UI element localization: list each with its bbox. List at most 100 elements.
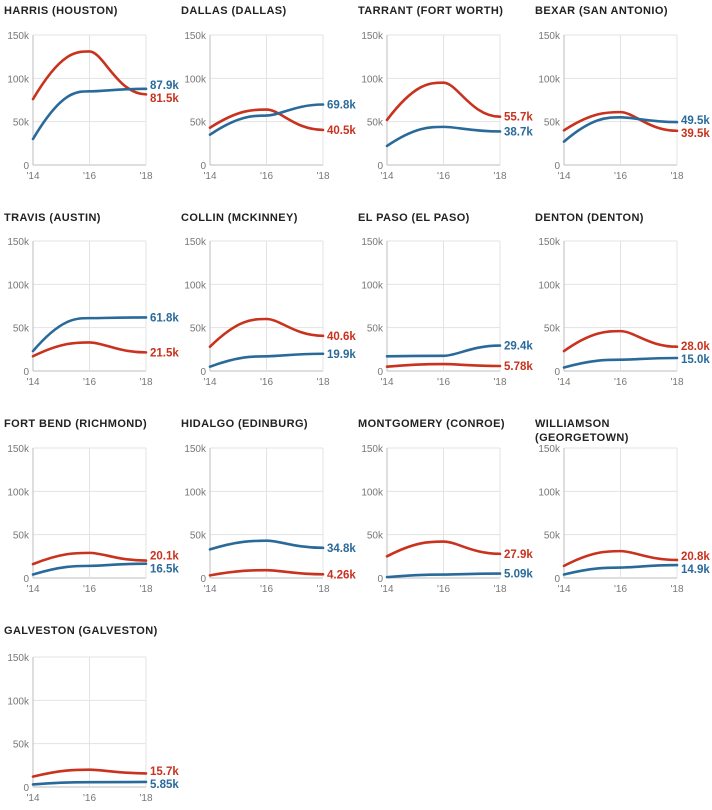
y-tick-label: 150k bbox=[538, 237, 561, 248]
series-line-blue bbox=[31, 562, 148, 576]
x-tick-label: '14 bbox=[557, 171, 570, 182]
data-label-blue: 69.8k bbox=[327, 100, 356, 112]
series-line-blue bbox=[31, 780, 148, 786]
chart-title-line: (GEORGETOWN) bbox=[535, 432, 629, 444]
y-tick-label: 150k bbox=[184, 237, 207, 248]
x-tick-label: '18 bbox=[493, 171, 506, 182]
y-tick-label: 0 bbox=[377, 367, 383, 378]
chart-panel-1: DALLAS (DALLAS) 0 50k 100k 150k '14 '16 '18 69.8… bbox=[181, 5, 356, 182]
chart-panel-4: TRAVIS (AUSTIN) 0 50k 100k 150k '14 '16 '18 61.8… bbox=[4, 212, 179, 388]
chart-title: DENTON (DENTON) bbox=[535, 212, 644, 224]
y-tick-label: 0 bbox=[200, 161, 206, 172]
x-tick-label: '16 bbox=[437, 584, 450, 595]
chart-title-line: TRAVIS (AUSTIN) bbox=[4, 212, 101, 224]
y-tick-label: 150k bbox=[7, 237, 30, 248]
y-tick-label: 50k bbox=[367, 118, 384, 129]
chart-title: COLLIN (MCKINNEY) bbox=[181, 212, 298, 224]
series-line-red bbox=[385, 362, 502, 368]
chart-panel-10: MONTGOMERY (CONROE) 0 50k 100k 150k '14 '16 '18… bbox=[358, 418, 533, 595]
x-tick-label: '16 bbox=[614, 377, 627, 388]
data-label-red: 28.0k bbox=[681, 341, 710, 353]
y-tick-label: 150k bbox=[361, 444, 384, 455]
x-tick-label: '16 bbox=[437, 171, 450, 182]
data-label-blue: 61.8k bbox=[150, 312, 179, 324]
chart-title-line: BEXAR (SAN ANTONIO) bbox=[535, 5, 668, 17]
y-tick-label: 100k bbox=[184, 280, 207, 291]
y-tick-label: 0 bbox=[200, 574, 206, 585]
y-tick-label: 0 bbox=[23, 574, 29, 585]
chart-panel-12: GALVESTON (GALVESTON) 0 50k 100k 150k '14 '16 '… bbox=[4, 625, 179, 804]
y-tick-label: 100k bbox=[538, 280, 561, 291]
chart-title-line: HARRIS (HOUSTON) bbox=[4, 5, 118, 17]
data-label-blue: 14.9k bbox=[681, 564, 710, 576]
y-tick-label: 50k bbox=[13, 324, 30, 335]
x-tick-label: '14 bbox=[26, 377, 39, 388]
y-tick-label: 100k bbox=[7, 487, 30, 498]
y-tick-label: 50k bbox=[544, 531, 561, 542]
data-label-blue: 34.8k bbox=[327, 543, 356, 555]
chart-title-line: DENTON (DENTON) bbox=[535, 212, 644, 224]
chart-title: EL PASO (EL PASO) bbox=[358, 212, 470, 224]
y-tick-label: 50k bbox=[190, 118, 207, 129]
y-tick-label: 0 bbox=[23, 367, 29, 378]
x-tick-label: '18 bbox=[670, 584, 683, 595]
chart-title-line: MONTGOMERY (CONROE) bbox=[358, 418, 505, 430]
chart-title: HIDALGO (EDINBURG) bbox=[181, 418, 308, 430]
data-label-red: 27.9k bbox=[504, 549, 533, 561]
data-label-blue: 49.5k bbox=[681, 115, 710, 127]
y-tick-label: 0 bbox=[200, 367, 206, 378]
chart-title-line: COLLIN (MCKINNEY) bbox=[181, 212, 298, 224]
y-tick-label: 150k bbox=[184, 444, 207, 455]
series-line-blue bbox=[385, 344, 502, 358]
y-tick-label: 50k bbox=[13, 118, 30, 129]
x-tick-label: '14 bbox=[557, 584, 570, 595]
series-line-red bbox=[208, 317, 325, 349]
series-line-red bbox=[385, 81, 502, 122]
x-tick-label: '18 bbox=[316, 377, 329, 388]
chart-panel-9: HIDALGO (EDINBURG) 0 50k 100k 150k '14 '16 '18 3… bbox=[181, 418, 356, 595]
y-tick-label: 100k bbox=[538, 487, 561, 498]
x-tick-label: '18 bbox=[670, 171, 683, 182]
x-tick-label: '14 bbox=[26, 584, 39, 595]
x-tick-label: '18 bbox=[139, 171, 152, 182]
y-tick-label: 50k bbox=[367, 324, 384, 335]
x-tick-label: '18 bbox=[139, 584, 152, 595]
series-line-red bbox=[562, 549, 679, 568]
chart-panel-7: DENTON (DENTON) 0 50k 100k 150k '14 '16 '18 28.0… bbox=[535, 212, 710, 388]
y-tick-label: 100k bbox=[538, 74, 561, 85]
x-tick-label: '14 bbox=[203, 171, 216, 182]
series-line-blue bbox=[385, 572, 502, 579]
x-tick-label: '16 bbox=[260, 171, 273, 182]
series-line-blue bbox=[208, 103, 325, 136]
data-label-red: 40.5k bbox=[327, 125, 356, 137]
series-line-red bbox=[208, 108, 325, 132]
chart-title: HARRIS (HOUSTON) bbox=[4, 5, 118, 17]
x-tick-label: '18 bbox=[316, 171, 329, 182]
chart-title: DALLAS (DALLAS) bbox=[181, 5, 287, 17]
series-line-blue bbox=[208, 352, 325, 368]
x-tick-label: '16 bbox=[83, 377, 96, 388]
y-tick-label: 100k bbox=[184, 487, 207, 498]
y-tick-label: 0 bbox=[554, 161, 560, 172]
x-tick-label: '16 bbox=[260, 377, 273, 388]
chart-panel-6: EL PASO (EL PASO) 0 50k 100k 150k '14 '16 '18 29… bbox=[358, 212, 533, 388]
chart-title: BEXAR (SAN ANTONIO) bbox=[535, 5, 668, 17]
y-tick-label: 100k bbox=[7, 74, 30, 85]
y-tick-label: 50k bbox=[367, 531, 384, 542]
y-tick-label: 50k bbox=[190, 531, 207, 542]
data-label-red: 55.7k bbox=[504, 112, 533, 124]
series-line-red bbox=[562, 329, 679, 353]
y-tick-label: 50k bbox=[190, 324, 207, 335]
series-line-red bbox=[31, 341, 148, 358]
x-tick-label: '14 bbox=[380, 171, 393, 182]
data-label-red: 5.78k bbox=[504, 361, 533, 373]
x-tick-label: '14 bbox=[26, 793, 39, 804]
chart-panel-8: FORT BEND (RICHMOND) 0 50k 100k 150k '14 '16 '1… bbox=[4, 418, 179, 595]
x-tick-label: '16 bbox=[83, 171, 96, 182]
y-tick-label: 100k bbox=[7, 696, 30, 707]
x-tick-label: '18 bbox=[670, 377, 683, 388]
data-label-blue: 16.5k bbox=[150, 564, 179, 576]
chart-title: FORT BEND (RICHMOND) bbox=[4, 418, 147, 430]
